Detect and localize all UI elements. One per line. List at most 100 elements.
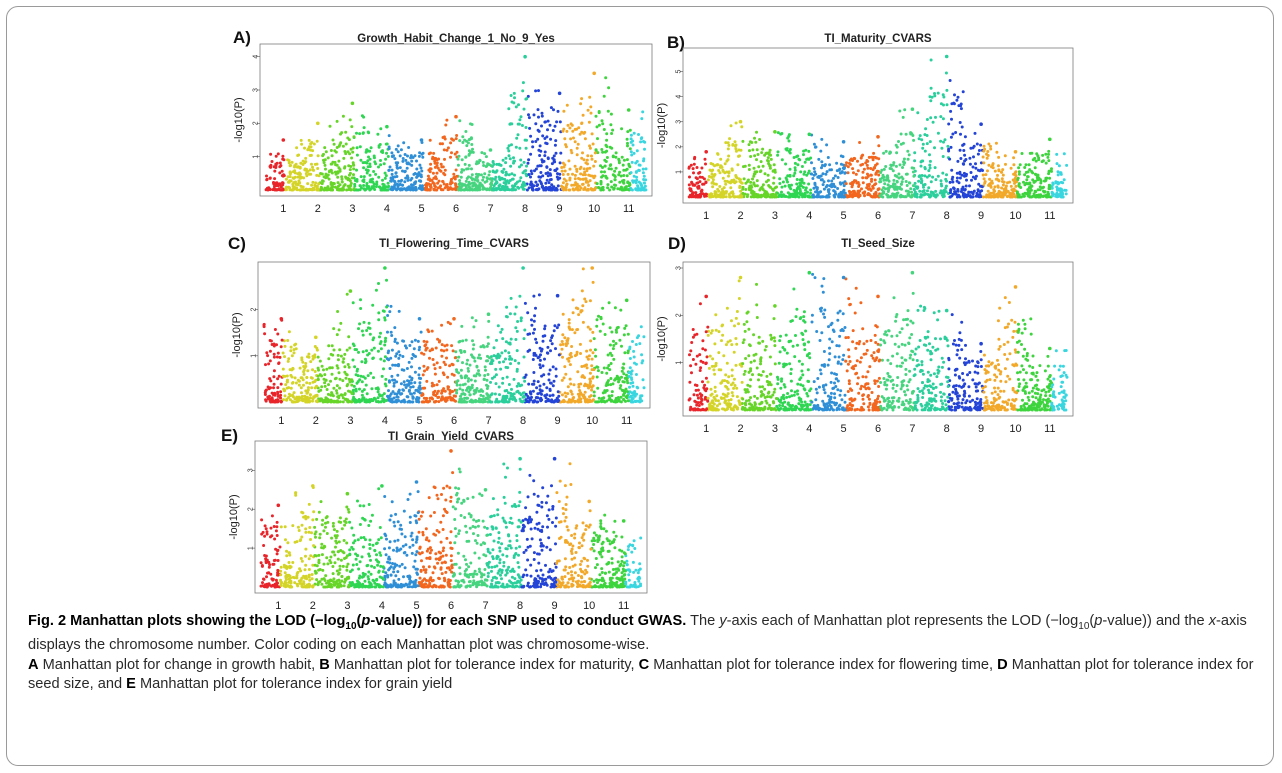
snp-point: [867, 155, 871, 159]
snp-point: [402, 368, 406, 372]
snp-point: [288, 398, 292, 402]
snp-point: [562, 109, 566, 113]
snp-point: [497, 175, 501, 179]
snp-point: [494, 175, 498, 179]
snp-point: [611, 128, 615, 132]
snp-point: [355, 153, 359, 157]
snp-point: [463, 349, 466, 353]
snp-point: [941, 155, 945, 158]
snp-point: [539, 366, 542, 370]
snp-point: [391, 363, 395, 367]
snp-point: [816, 193, 820, 197]
snp-point: [762, 192, 766, 196]
snp-point: [323, 146, 327, 150]
snp-point: [541, 186, 545, 190]
snp-point: [316, 355, 320, 359]
snp-point: [911, 184, 915, 188]
snp-point: [851, 159, 854, 162]
snp-point: [527, 113, 530, 117]
snp-point: [278, 355, 282, 359]
snp-point: [515, 390, 519, 394]
snp-point: [747, 163, 751, 167]
snp-point: [368, 399, 372, 403]
snp-point: [377, 318, 381, 322]
snp-point: [445, 398, 449, 402]
snp-point: [367, 155, 370, 159]
snp-point: [576, 142, 580, 146]
snp-point: [1031, 171, 1035, 175]
snp-point: [765, 193, 769, 197]
snp-point: [317, 368, 320, 372]
snp-point: [496, 187, 500, 191]
snp-point: [468, 151, 472, 155]
snp-point: [979, 168, 983, 172]
snp-point: [335, 389, 338, 393]
snp-point: [806, 190, 809, 194]
snp-point: [587, 120, 591, 124]
snp-point: [613, 175, 617, 179]
snp-point: [926, 189, 929, 193]
snp-point: [575, 153, 579, 157]
snp-point: [445, 356, 448, 360]
snp-peak-point: [944, 54, 949, 59]
snp-point: [566, 123, 570, 127]
snp-point: [395, 166, 399, 169]
snp-point: [1008, 193, 1012, 196]
snp-point: [618, 180, 622, 184]
snp-peak-point: [1048, 137, 1052, 142]
snp-point: [358, 387, 361, 391]
snp-point: [526, 161, 530, 165]
snp-point: [618, 338, 622, 342]
snp-point: [464, 338, 468, 342]
snp-point: [499, 367, 503, 371]
snp-point: [948, 79, 952, 82]
snp-point: [545, 351, 549, 355]
snp-point: [982, 144, 986, 148]
snp-point: [962, 195, 966, 199]
snp-point: [717, 169, 721, 172]
snp-point: [870, 179, 873, 183]
snp-point: [351, 342, 355, 346]
snp-point: [927, 169, 931, 173]
x-tick-label: 7: [487, 203, 493, 215]
snp-point: [1022, 194, 1026, 198]
snp-point: [795, 189, 799, 193]
snp-point: [383, 382, 387, 386]
snp-point: [500, 327, 504, 331]
snp-point: [784, 162, 788, 166]
snp-point: [283, 394, 287, 398]
snp-point: [577, 313, 581, 317]
snp-point: [795, 182, 799, 186]
snp-point: [383, 318, 387, 322]
snp-point: [362, 388, 366, 392]
snp-point: [304, 396, 308, 399]
snp-point: [470, 173, 474, 177]
snp-point: [502, 360, 505, 364]
snp-point: [385, 278, 388, 282]
snp-point: [316, 377, 320, 381]
snp-point: [409, 392, 413, 396]
snp-point: [513, 173, 516, 177]
snp-point: [337, 166, 341, 170]
snp-point: [603, 170, 606, 174]
snp-point: [996, 185, 1000, 189]
snp-point: [603, 333, 607, 336]
snp-point: [457, 355, 461, 359]
snp-point: [288, 172, 292, 176]
snp-point: [991, 191, 995, 195]
snp-point: [539, 353, 542, 357]
snp-point: [940, 184, 944, 188]
snp-point: [509, 164, 513, 168]
snp-point: [421, 373, 425, 377]
snp-point: [504, 182, 508, 186]
snp-point: [495, 397, 499, 401]
snp-point: [509, 94, 513, 97]
snp-point: [586, 154, 590, 158]
snp-point: [564, 185, 568, 189]
snp-point: [336, 170, 340, 174]
snp-point: [564, 372, 568, 376]
snp-point: [280, 338, 284, 342]
snp-point: [582, 158, 586, 162]
snp-point: [561, 355, 564, 359]
snp-point: [392, 400, 396, 404]
